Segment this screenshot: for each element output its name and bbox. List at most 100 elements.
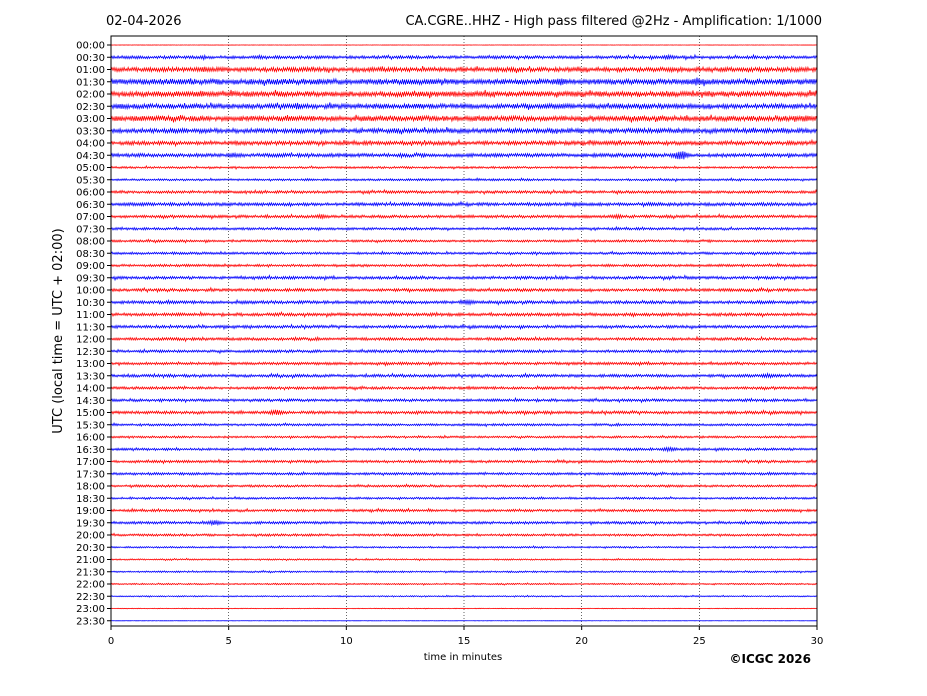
x-tick-labels: 0 5 10 15 20 25 30 — [108, 626, 824, 647]
trace-1530 — [110, 422, 818, 428]
trace-0100 — [110, 65, 818, 74]
trace-0530 — [110, 177, 818, 183]
trace-2200 — [110, 582, 818, 586]
chart-title: CA.CGRE..HHZ - High pass filtered @2Hz -… — [405, 14, 822, 29]
y-tick-label: 03:00 — [76, 114, 105, 125]
seismic-traces — [110, 44, 818, 622]
trace-1700 — [110, 458, 818, 465]
y-tick-label: 01:00 — [76, 65, 105, 76]
trace-2230 — [110, 594, 818, 598]
y-tick-label: 00:30 — [76, 53, 105, 64]
y-tick-label: 17:00 — [76, 457, 105, 468]
trace-1200 — [110, 335, 818, 343]
trace-0900 — [110, 262, 818, 269]
y-tick-label: 08:30 — [76, 249, 105, 260]
y-tick-label: 19:30 — [76, 518, 105, 529]
trace-0230 — [110, 102, 818, 111]
y-tick-label: 22:30 — [76, 592, 105, 603]
trace-1630 — [110, 445, 818, 453]
x-tick-label: 25 — [693, 636, 706, 647]
y-tick-label: 13:30 — [76, 371, 105, 382]
trace-1300 — [110, 360, 818, 367]
trace-1500 — [110, 408, 818, 417]
x-tick-label: 10 — [340, 636, 353, 647]
trace-0630 — [110, 200, 818, 208]
trace-0300 — [110, 114, 818, 123]
trace-1800 — [110, 483, 818, 489]
x-axis-label: time in minutes — [424, 652, 503, 663]
trace-0730 — [110, 225, 818, 232]
trace-0200 — [110, 89, 818, 99]
y-tick-label: 18:30 — [76, 494, 105, 505]
trace-0800 — [110, 238, 818, 244]
trace-0700 — [110, 213, 818, 220]
y-tick-label: 11:00 — [76, 310, 105, 321]
y-tick-label: 20:00 — [76, 531, 105, 542]
trace-1430 — [110, 396, 818, 404]
y-tick-label: 09:30 — [76, 273, 105, 284]
copyright: ©ICGC 2026 — [729, 652, 811, 666]
trace-1030 — [110, 298, 818, 306]
trace-0830 — [110, 250, 818, 257]
y-tick-label: 23:30 — [76, 616, 105, 627]
y-tick-label: 10:00 — [76, 286, 105, 297]
trace-1230 — [110, 348, 818, 355]
y-tick-label: 05:00 — [76, 163, 105, 174]
trace-0930 — [110, 274, 818, 282]
trace-0430 — [110, 151, 818, 160]
trace-1130 — [110, 323, 818, 331]
trace-1830 — [110, 495, 818, 501]
trace-2300 — [110, 607, 818, 610]
chart-date: 02-04-2026 — [106, 14, 182, 29]
y-tick-label: 02:30 — [76, 102, 105, 113]
y-tick-label: 18:00 — [76, 482, 105, 493]
trace-1600 — [110, 434, 818, 440]
y-tick-label: 21:00 — [76, 555, 105, 566]
x-tick-label: 15 — [458, 636, 471, 647]
y-axis-label: UTC (local time = UTC + 02:00) — [51, 228, 66, 433]
y-tick-label: 06:30 — [76, 200, 105, 211]
trace-0130 — [110, 77, 818, 87]
y-tick-label: 16:00 — [76, 433, 105, 444]
x-tick-label: 5 — [225, 636, 231, 647]
y-tick-label: 08:00 — [76, 237, 105, 248]
y-tick-label: 12:30 — [76, 347, 105, 358]
y-tick-label: 05:30 — [76, 175, 105, 186]
y-tick-label: 21:30 — [76, 567, 105, 578]
y-tick-label: 16:30 — [76, 445, 105, 456]
trace-0030 — [110, 53, 818, 62]
y-tick-label: 02:00 — [76, 90, 105, 101]
trace-1930 — [110, 519, 818, 527]
trace-0500 — [110, 165, 818, 170]
y-tick-label: 11:30 — [76, 322, 105, 333]
trace-1330 — [110, 371, 818, 380]
y-tick-label: 09:00 — [76, 261, 105, 272]
y-tick-label: 15:00 — [76, 408, 105, 419]
trace-0600 — [110, 188, 818, 196]
y-tick-label: 12:00 — [76, 335, 105, 346]
trace-0330 — [110, 126, 818, 135]
y-tick-label: 07:30 — [76, 224, 105, 235]
y-tick-label: 04:30 — [76, 151, 105, 162]
y-tick-label: 07:00 — [76, 212, 105, 223]
y-tick-label: 19:00 — [76, 506, 105, 517]
y-tick-label: 15:30 — [76, 420, 105, 431]
y-tick-label: 00:00 — [76, 41, 105, 52]
trace-2000 — [110, 532, 818, 538]
y-tick-label: 13:00 — [76, 359, 105, 370]
trace-1000 — [110, 286, 818, 294]
trace-1100 — [110, 310, 818, 319]
trace-0400 — [110, 138, 818, 148]
y-tick-label: 17:30 — [76, 469, 105, 480]
trace-2100 — [110, 557, 818, 562]
trace-2030 — [110, 545, 818, 550]
y-tick-label: 06:00 — [76, 188, 105, 199]
y-tick-label: 23:00 — [76, 604, 105, 615]
x-tick-label: 30 — [811, 636, 824, 647]
y-tick-label: 10:30 — [76, 298, 105, 309]
trace-1900 — [110, 507, 818, 514]
y-tick-label: 22:00 — [76, 580, 105, 591]
trace-2130 — [110, 569, 818, 574]
plot-frame — [110, 35, 818, 627]
